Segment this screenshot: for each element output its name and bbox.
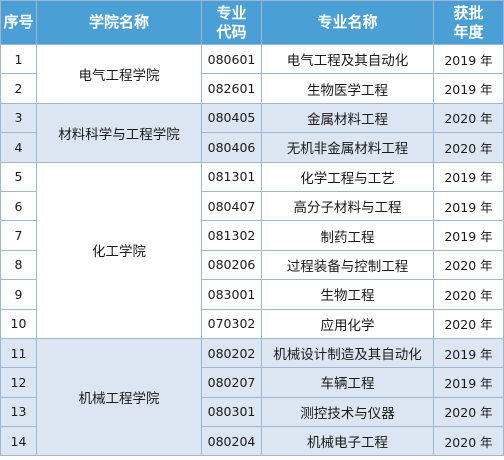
code-cell: 080601 xyxy=(201,43,262,75)
seq-cell: 10 xyxy=(0,308,37,339)
year-cell: 2020 年 xyxy=(433,249,504,281)
college-cell: 电气工程学院 xyxy=(36,44,202,104)
code-cell: 081302 xyxy=(201,220,262,251)
college-cell: 材料科学与工程学院 xyxy=(36,102,202,163)
year-cell: 2020 年 xyxy=(433,102,504,134)
table-row: 4 080406 无机非金属材料工程 2020 年 xyxy=(0,132,504,163)
code-cell: 082601 xyxy=(201,73,262,104)
major-cell: 生物工程 xyxy=(261,279,434,310)
year-cell: 2019 年 xyxy=(433,220,504,251)
code-cell: 080301 xyxy=(201,396,262,428)
seq-cell: 8 xyxy=(0,249,37,281)
year-cell: 2020 年 xyxy=(433,426,504,457)
header-major: 专业名称 xyxy=(261,0,434,45)
code-cell: 080407 xyxy=(201,190,262,222)
major-cell: 测控技术与仪器 xyxy=(261,396,434,428)
table-row: 7 081302 制药工程 2019 年 xyxy=(0,220,504,251)
header-year-line2: 年度 xyxy=(453,22,484,41)
header-year: 获批 年度 xyxy=(433,0,504,45)
table-row: 10 070302 应用化学 2020 年 xyxy=(0,308,504,339)
year-cell: 2020 年 xyxy=(433,396,504,428)
seq-cell: 14 xyxy=(0,426,37,457)
major-cell: 应用化学 xyxy=(261,308,434,339)
seq-cell: 4 xyxy=(0,132,37,163)
code-cell: 070302 xyxy=(201,308,262,339)
major-cell: 机械设计制造及其自动化 xyxy=(261,337,434,369)
year-cell: 2020 年 xyxy=(433,279,504,310)
header-college: 学院名称 xyxy=(36,0,202,45)
code-cell: 083001 xyxy=(201,279,262,310)
seq-cell: 7 xyxy=(0,220,37,251)
year-cell: 2020 年 xyxy=(433,308,504,339)
seq-cell: 2 xyxy=(0,73,37,104)
table-row: 2 082601 生物医学工程 2019 年 xyxy=(0,73,504,104)
major-cell: 电气工程及其自动化 xyxy=(261,43,434,75)
major-cell: 高分子材料与工程 xyxy=(261,190,434,222)
year-cell: 2019 年 xyxy=(433,367,504,398)
major-cell: 制药工程 xyxy=(261,220,434,251)
seq-cell: 3 xyxy=(0,102,37,134)
seq-cell: 9 xyxy=(0,279,37,310)
major-cell: 生物医学工程 xyxy=(261,73,434,104)
year-cell: 2019 年 xyxy=(433,73,504,104)
college-cell: 化工学院 xyxy=(36,161,202,339)
header-code-line2: 代码 xyxy=(216,22,247,41)
seq-cell: 11 xyxy=(0,337,37,369)
header-code: 专业 代码 xyxy=(201,0,262,45)
code-cell: 080206 xyxy=(201,249,262,281)
major-cell: 过程装备与控制工程 xyxy=(261,249,434,281)
major-cell: 车辆工程 xyxy=(261,367,434,398)
code-cell: 080204 xyxy=(201,426,262,457)
year-cell: 2019 年 xyxy=(433,190,504,222)
year-cell: 2019 年 xyxy=(433,43,504,75)
major-cell: 机械电子工程 xyxy=(261,426,434,457)
seq-cell: 6 xyxy=(0,190,37,222)
table-row: 5 化工学院 081301 化学工程与工艺 2019 年 xyxy=(0,161,504,339)
code-cell: 080207 xyxy=(201,367,262,398)
year-cell: 2020 年 xyxy=(433,132,504,163)
table-row: 8 080206 过程装备与控制工程 2020 年 xyxy=(0,249,504,281)
code-cell: 081301 xyxy=(201,161,262,192)
table-row: 3 材料科学与工程学院 080405 金属材料工程 2020 年 xyxy=(0,102,504,163)
table-row: 6 080407 高分子材料与工程 2019 年 xyxy=(0,190,504,222)
college-cell: 机械工程学院 xyxy=(36,337,202,457)
table-row: 1 电气工程学院 080601 电气工程及其自动化 2019 年 xyxy=(0,43,504,104)
seq-cell: 5 xyxy=(0,161,37,192)
table-row: 12 080207 车辆工程 2019 年 xyxy=(0,367,504,398)
table-row: 14 080204 机械电子工程 2020 年 xyxy=(0,426,504,457)
year-cell: 2019 年 xyxy=(433,161,504,192)
code-cell: 080405 xyxy=(201,102,262,134)
seq-cell: 1 xyxy=(0,43,37,75)
table-row: 11 机械工程学院 080202 机械设计制造及其自动化 2019 年 xyxy=(0,337,504,457)
major-cell: 无机非金属材料工程 xyxy=(261,132,434,163)
header-seq: 序号 xyxy=(0,0,37,45)
header-year-line1: 获批 xyxy=(453,3,484,22)
table-row: 13 080301 测控技术与仪器 2020 年 xyxy=(0,396,504,428)
table-header-row: 序号 学院名称 专业 代码 专业名称 获批 年度 xyxy=(0,0,504,45)
major-cell: 金属材料工程 xyxy=(261,102,434,134)
table-row: 9 083001 生物工程 2020 年 xyxy=(0,279,504,310)
code-cell: 080406 xyxy=(201,132,262,163)
seq-cell: 12 xyxy=(0,367,37,398)
major-cell: 化学工程与工艺 xyxy=(261,161,434,192)
seq-cell: 13 xyxy=(0,396,37,428)
header-code-line1: 专业 xyxy=(216,3,247,22)
year-cell: 2019 年 xyxy=(433,337,504,369)
code-cell: 080202 xyxy=(201,337,262,369)
